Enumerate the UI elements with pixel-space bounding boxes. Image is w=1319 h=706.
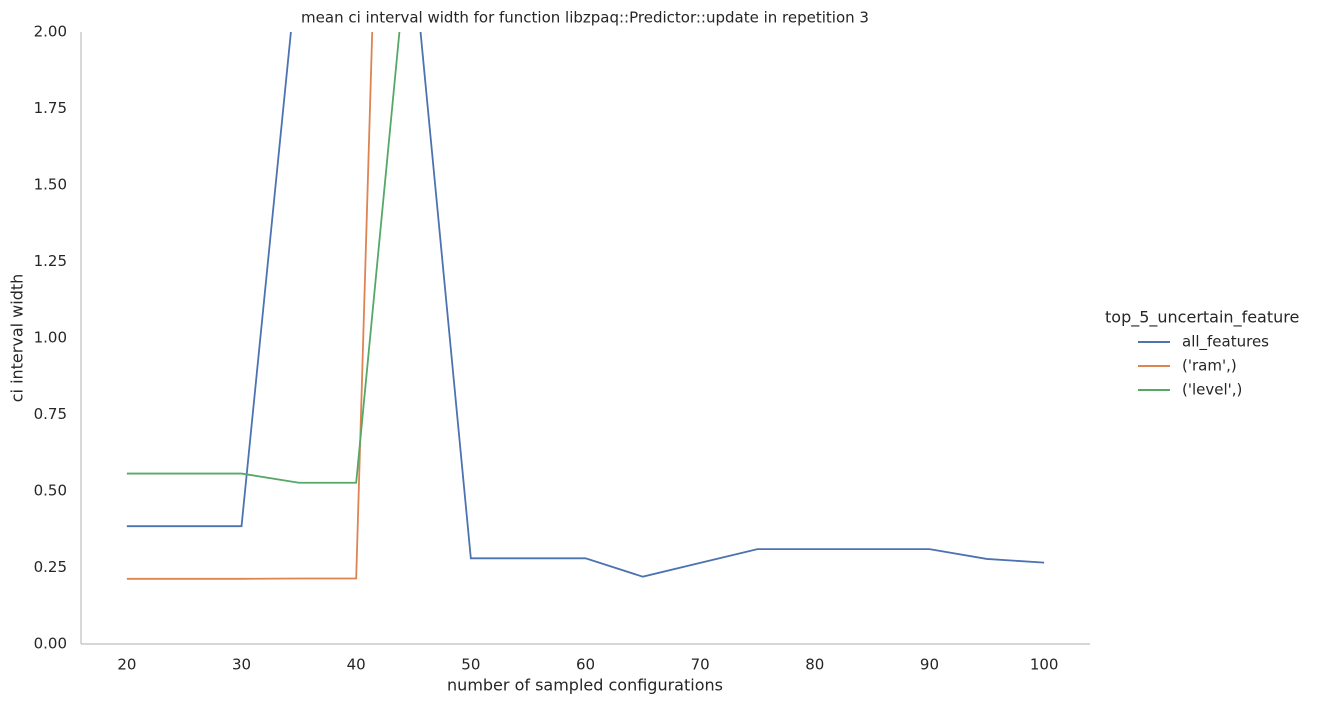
x-tick-label: 60 [576,656,595,674]
series-line [126,32,1045,578]
y-tick-label: 0.50 [34,482,67,500]
legend-label: all_features [1182,333,1269,352]
legend-label: ('level',) [1182,381,1242,399]
x-tick-label: 100 [1030,656,1059,674]
series-line [126,32,374,580]
x-tick-label: 20 [117,656,136,674]
x-tick-label: 80 [805,656,824,674]
y-tick-label: 1.50 [34,176,67,194]
legend-title: top_5_uncertain_feature [1105,308,1299,328]
x-tick-label: 90 [920,656,939,674]
x-axis-label: number of sampled configurations [447,676,723,695]
plot-area [126,32,1045,580]
y-tick-label: 1.75 [34,99,67,117]
x-tick-label: 40 [347,656,366,674]
x-tick-label: 50 [461,656,480,674]
y-tick-label: 2.00 [34,23,67,41]
y-tick-label: 1.00 [34,329,67,347]
series-line [126,32,401,484]
y-tick-label: 1.25 [34,252,67,270]
y-axis-label: ci interval width [8,274,27,403]
y-tick-label: 0.75 [34,405,67,423]
x-tick-label: 30 [232,656,251,674]
chart-title: mean ci interval width for function libz… [301,9,869,27]
y-tick-label: 0.00 [34,635,67,653]
legend-label: ('ram',) [1182,357,1237,375]
y-tick-label: 0.25 [34,558,67,576]
x-tick-label: 70 [691,656,710,674]
